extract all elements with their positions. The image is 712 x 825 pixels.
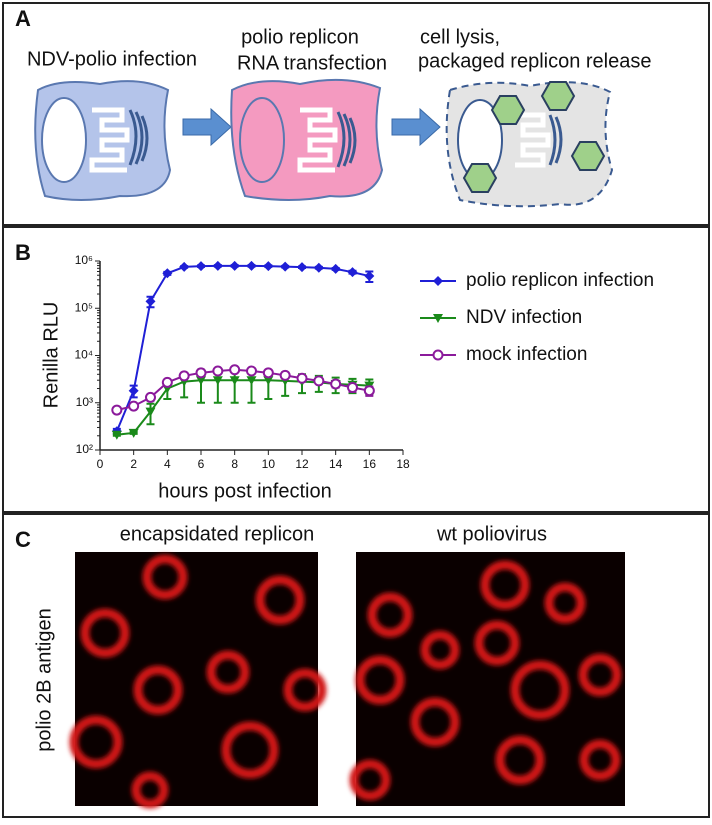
panel-b-frame [2,226,710,513]
data-point [364,271,375,282]
y-tick-label: 10⁵ [75,300,93,314]
x-tick-label: 8 [231,457,238,471]
data-point [145,407,156,417]
x-axis-title: hours post infection [158,480,331,502]
x-tick-label: 18 [396,457,410,471]
data-point [246,365,257,377]
data-point [229,364,241,376]
data-point [162,268,173,279]
series-line [116,368,370,412]
x-tick-label: 12 [295,457,309,471]
data-point [296,372,308,384]
data-point [145,296,156,307]
data-point [313,375,325,387]
data-point [179,261,190,272]
data-point [128,385,139,396]
x-tick-label: 2 [130,457,137,471]
data-point [111,430,122,440]
data-point [196,261,206,272]
legend-marker [433,276,443,286]
legend-label: polio replicon infection [466,270,654,291]
legend-marker [433,314,443,323]
arrow [391,107,441,147]
data-point [196,376,206,386]
micrograph [349,552,625,806]
cell-infected [34,80,172,201]
data-point [347,267,358,278]
panel-label: C [15,527,31,552]
data-point [347,382,358,394]
x-tick-label: 0 [97,457,104,471]
x-tick-label: 6 [198,457,205,471]
x-tick-label: 4 [164,457,171,471]
panel-label: B [15,240,31,265]
data-point [263,261,274,272]
legend-label: mock infection [466,344,587,365]
data-point [212,260,223,271]
data-point [212,376,223,386]
series-line [115,264,370,432]
image-title: encapsidated replicon [120,523,315,545]
cell-lysed [445,81,614,208]
micrograph [69,552,327,809]
data-point [263,376,274,386]
data-point [145,391,156,403]
image-y-label: polio 2B antigen [33,608,55,751]
cell-transfected [230,78,384,201]
data-point [262,367,274,379]
panel-label: A [15,6,31,31]
step-text: cell lysis, [420,26,500,48]
y-tick-label: 10⁴ [74,348,93,362]
data-point [330,378,342,390]
step-text: RNA transfection [237,52,387,74]
data-point [229,376,240,386]
series-line [116,379,370,436]
image-title: wt poliovirus [436,523,547,545]
data-point [280,261,291,272]
y-axis-title: Renilla RLU [40,302,62,409]
data-point [246,260,257,271]
data-point [313,262,324,273]
step-text: NDV-polio infection [27,48,197,70]
data-point [229,260,240,271]
panel-a-frame [2,2,710,226]
data-point [128,428,139,438]
x-tick-label: 16 [363,457,377,471]
data-point [363,385,375,397]
data-point [128,400,140,412]
x-tick-label: 10 [262,457,276,471]
data-point [178,370,190,382]
data-point [111,404,123,416]
panel-c-frame [2,513,710,818]
y-tick-label: 10² [76,442,93,456]
data-point [195,367,207,379]
y-tick-label: 10⁶ [75,253,93,267]
y-tick-label: 10³ [76,395,93,409]
data-point [297,262,307,273]
legend-marker [432,349,444,361]
step-text: polio replicon [241,26,359,48]
arrow [182,107,232,147]
data-point [212,365,224,377]
data-point [279,369,291,381]
data-point [330,263,341,274]
step-text: packaged replicon release [418,50,652,72]
legend-label: NDV infection [466,307,582,328]
data-point [161,376,173,388]
data-point [246,376,257,386]
x-tick-label: 14 [329,457,343,471]
